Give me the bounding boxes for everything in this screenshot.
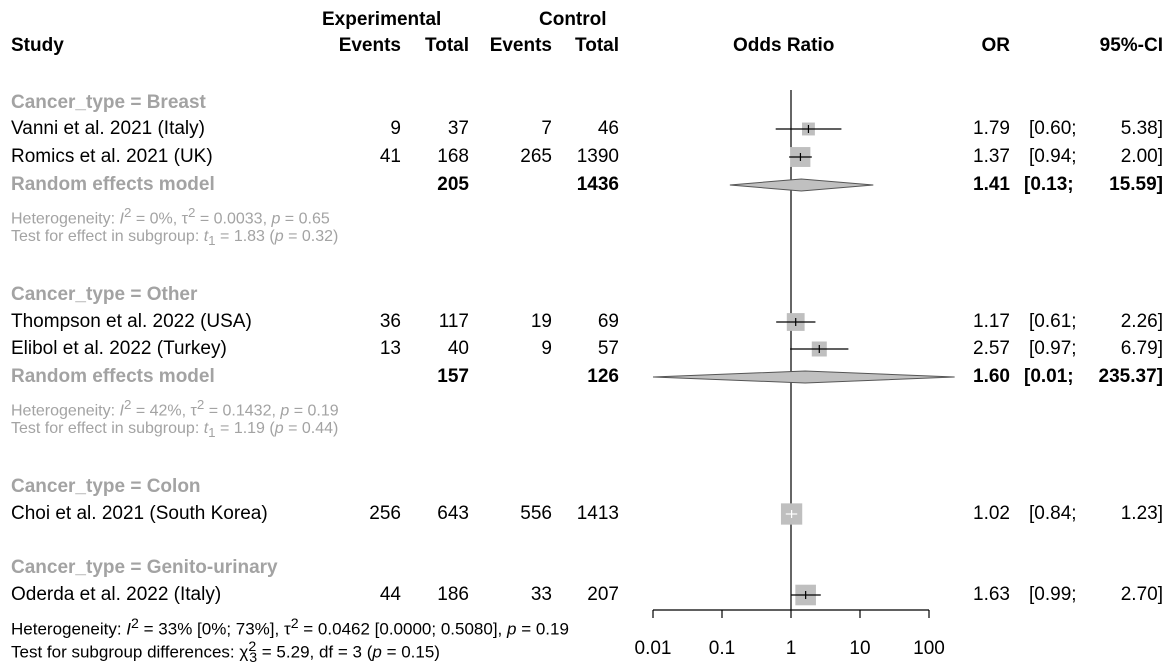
model-exp-total: 157 [437, 366, 469, 387]
exp-events: 13 [379, 338, 401, 359]
exp-total: 40 [447, 338, 469, 359]
model-ci-lower: [0.01; [1024, 366, 1074, 387]
or-value: 1.02 [973, 503, 1010, 524]
ctl-events: 265 [520, 146, 552, 167]
exp-events: 41 [379, 146, 401, 167]
ctl-events: 9 [541, 338, 552, 359]
x-tick-label: 1 [786, 638, 797, 659]
exp-total: 643 [437, 503, 469, 524]
exp-events: 9 [390, 118, 401, 139]
study-name: Vanni et al. 2021 (Italy) [11, 118, 205, 139]
ctl-total: 46 [597, 118, 619, 139]
study-name: Choi et al. 2021 (South Korea) [11, 503, 268, 524]
ci-upper: 1.23] [1120, 503, 1163, 524]
subgroup-test-text: Test for effect in subgroup: t1 = 1.19 (… [11, 420, 339, 441]
ci-lower: [0.94; [1029, 146, 1077, 167]
header-experimental: Experimental [322, 9, 442, 30]
model-ci-lower: [0.13; [1024, 174, 1074, 195]
exp-total: 37 [447, 118, 469, 139]
subgroup-title-colon: Cancer_type = Colon [11, 476, 201, 497]
or-value: 1.79 [973, 118, 1010, 139]
exp-total: 186 [437, 584, 469, 605]
exp-events: 36 [379, 311, 401, 332]
x-tick-label: 0.01 [635, 638, 672, 659]
study-name: Thompson et al. 2022 (USA) [11, 311, 252, 332]
ctl-events: 556 [520, 503, 552, 524]
header-or: OR [981, 35, 1011, 56]
ctl-events: 33 [530, 584, 552, 605]
x-tick-label: 0.1 [709, 638, 735, 659]
header-exp-events: Events [338, 35, 401, 56]
ci-lower: [0.61; [1029, 311, 1077, 332]
model-ci-upper: 15.59] [1109, 174, 1163, 195]
ctl-events: 19 [530, 311, 552, 332]
ci-lower: [0.99; [1029, 584, 1077, 605]
study-name: Romics et al. 2021 (UK) [11, 146, 213, 167]
ci-upper: 2.00] [1120, 146, 1163, 167]
subgroup-title-genito-urinary: Cancer_type = Genito-urinary [11, 557, 278, 578]
ci-lower: [0.97; [1029, 338, 1077, 359]
ci-upper: 2.70] [1120, 584, 1163, 605]
x-tick-label: 10 [849, 638, 870, 659]
ci-upper: 6.79] [1120, 338, 1163, 359]
heterogeneity-text: Heterogeneity: I2 = 0%, τ2 = 0.0033, p =… [11, 205, 330, 228]
header-ctl-events: Events [489, 35, 552, 56]
study-name: Elibol et al. 2022 (Turkey) [11, 338, 227, 359]
model-diamond [652, 370, 955, 384]
model-ctl-total: 1436 [576, 174, 619, 195]
ci-lower: [0.84; [1029, 503, 1077, 524]
overall-heterogeneity: Heterogeneity: I2 = 33% [0%; 73%], τ2 = … [11, 616, 569, 639]
model-or-value: 1.60 [973, 366, 1010, 387]
subgroup-test-text: Test for effect in subgroup: t1 = 1.83 (… [11, 228, 339, 249]
or-value: 1.63 [973, 584, 1010, 605]
model-ci-upper: 235.37] [1098, 366, 1163, 387]
study-name: Oderda et al. 2022 (Italy) [11, 584, 222, 605]
ctl-total: 207 [587, 584, 619, 605]
exp-events: 256 [369, 503, 401, 524]
ctl-total: 57 [597, 338, 619, 359]
model-ctl-total: 126 [587, 366, 619, 387]
ctl-total: 1390 [576, 146, 619, 167]
ci-upper: 2.26] [1120, 311, 1163, 332]
ctl-total: 69 [597, 311, 619, 332]
or-value: 1.37 [973, 146, 1010, 167]
header-exp-total: Total [425, 35, 469, 56]
or-value: 2.57 [973, 338, 1010, 359]
header-study: Study [11, 35, 64, 56]
random-effects-label: Random effects model [11, 174, 215, 195]
model-exp-total: 205 [437, 174, 469, 195]
header-ctl-total: Total [575, 35, 619, 56]
x-tick-label: 100 [913, 638, 945, 659]
header-ci: 95%-CI [1099, 35, 1163, 56]
heterogeneity-text: Heterogeneity: I2 = 42%, τ2 = 0.1432, p … [11, 397, 339, 420]
ci-upper: 5.38] [1120, 118, 1163, 139]
exp-total: 117 [438, 311, 469, 332]
random-effects-label: Random effects model [11, 366, 215, 387]
header-odds-ratio: Odds Ratio [733, 35, 835, 56]
exp-events: 44 [379, 584, 401, 605]
exp-total: 168 [437, 146, 469, 167]
subgroup-title-other: Cancer_type = Other [11, 284, 198, 305]
header-control: Control [539, 9, 607, 30]
ci-lower: [0.60; [1029, 118, 1077, 139]
subgroup-differences-test: Test for subgroup differences: χ23 = 5.2… [11, 639, 440, 667]
model-diamond [729, 178, 874, 192]
ctl-events: 7 [541, 118, 552, 139]
model-or-value: 1.41 [973, 174, 1010, 195]
subgroup-title-breast: Cancer_type = Breast [11, 92, 206, 113]
ctl-total: 1413 [576, 503, 619, 524]
or-value: 1.17 [973, 311, 1010, 332]
